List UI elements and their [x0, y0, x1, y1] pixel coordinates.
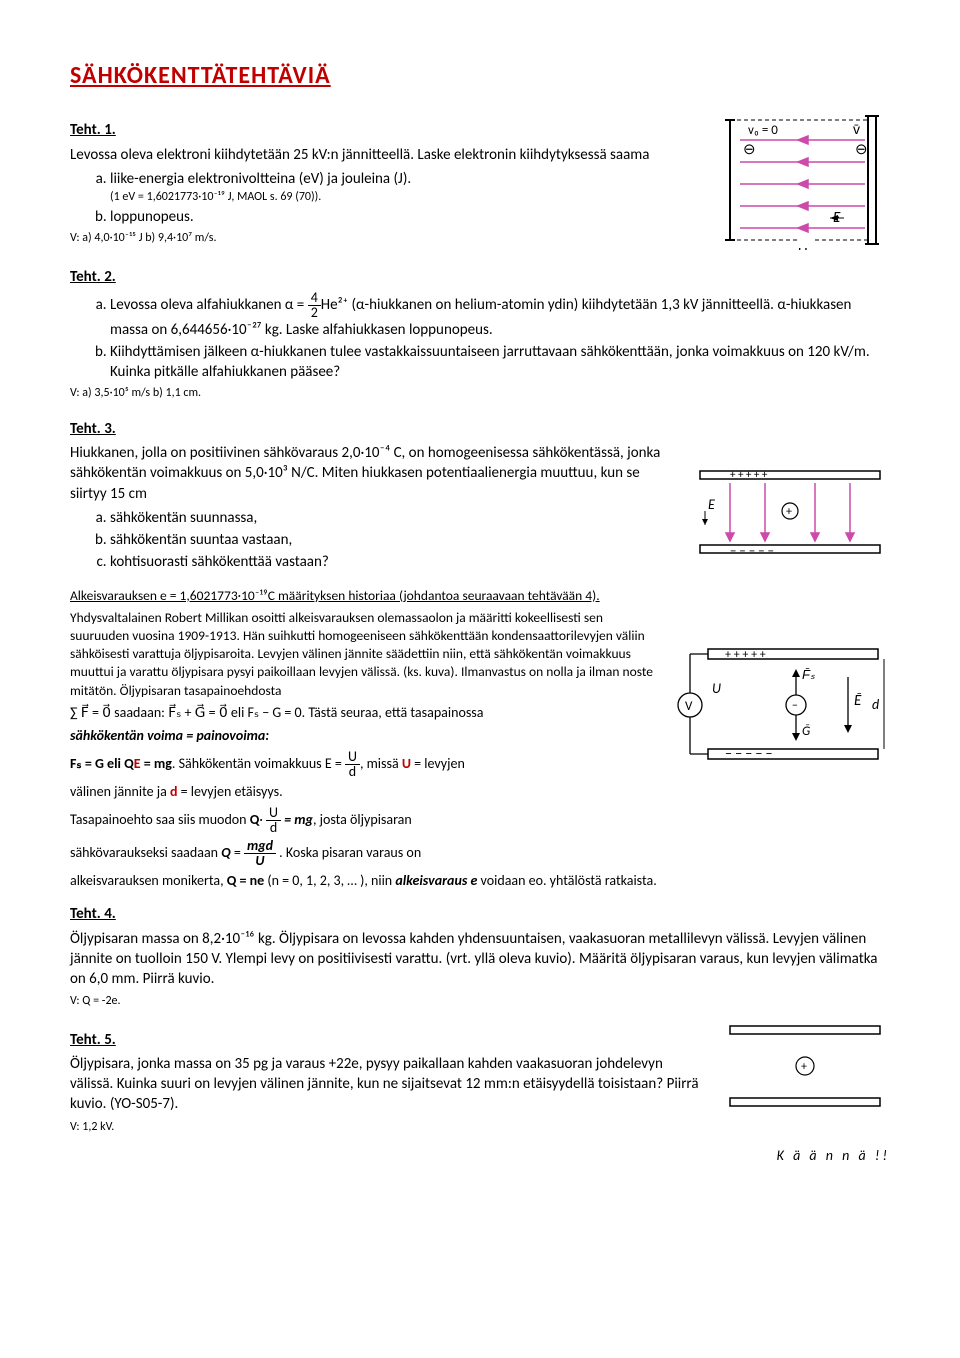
- eq1-title-text: sähkökentän voima = painovoima: [70, 727, 265, 744]
- svg-text:v̄: v̄: [853, 121, 860, 138]
- svg-text:+: +: [786, 505, 792, 519]
- frac-Ud2: Ud: [266, 806, 281, 835]
- history-eq5: sähkövaraukseksi saadaan Q = mgdU . Kosk…: [70, 839, 890, 868]
- svg-text:−: −: [792, 699, 798, 713]
- eq5c: . Koska pisaran varaus on: [276, 843, 421, 860]
- teht2-a-before: Levossa oleva alfahiukkanen α =: [110, 296, 308, 314]
- section-teht2: Teht. 2. Levossa oleva alfahiukkanen α =…: [70, 267, 890, 401]
- svg-text:⊖: ⊖: [743, 141, 756, 159]
- eq5Q: Q: [221, 843, 230, 860]
- svg-text:+ + + + +: + + + + +: [730, 468, 768, 481]
- teht1-a-text: liike-energia elektronivoltteina (eV) ja…: [110, 170, 411, 188]
- den: d: [345, 765, 360, 779]
- teht4-sol: V: Q = -2e.: [70, 993, 890, 1009]
- svg-text:d: d: [872, 696, 879, 713]
- svg-text:Ḡ: Ḡ: [802, 724, 810, 739]
- eq4c: = mg: [284, 810, 313, 827]
- teht2-heading: Teht. 2.: [70, 267, 890, 287]
- svg-text:E: E: [708, 496, 715, 513]
- eq4a: Tasapainoehto saa siis muodon: [70, 810, 250, 827]
- figure-teht1: v₀ = 0 ⊖ v̄ ⊖ E U: [710, 110, 890, 256]
- svg-text:− − − − −: − − − − −: [730, 544, 774, 559]
- svg-text:+ + + + +: + + + + +: [725, 648, 766, 662]
- eq3a: välinen jännite ja: [70, 783, 170, 800]
- section-teht4: Teht. 4. Öljypisaran massa on 8,2·10⁻¹⁶ …: [70, 904, 890, 1009]
- svg-text:⊖: ⊖: [855, 141, 868, 159]
- turn-page-label: K ä ä n n ä !!: [70, 1147, 890, 1166]
- teht2-list: Levossa oleva alfahiukkanen α = 42He²⁺ (…: [88, 291, 890, 383]
- eq2U: U: [402, 755, 411, 772]
- eq4b: ·: [259, 810, 266, 827]
- eq2e: , missä: [360, 755, 402, 772]
- section-teht1: v₀ = 0 ⊖ v̄ ⊖ E U Teht. 1. Levossa oleva…: [70, 110, 890, 256]
- frac-Ud: Ud: [345, 750, 360, 779]
- svg-text:U: U: [798, 245, 808, 250]
- history-eq3: välinen jännite ja d = levyjen etäisyys.: [70, 783, 890, 802]
- figure-teht3: + + + + + − − − − − E +: [690, 463, 890, 569]
- svg-text:v₀ = 0: v₀ = 0: [748, 123, 778, 138]
- eq6Qne: Q = ne: [227, 872, 264, 889]
- svg-text:V: V: [685, 699, 693, 714]
- section-teht5: + Teht. 5. Öljypisara, jonka massa on 35…: [70, 1020, 890, 1143]
- page-title: SÄHKÖKENTTÄTEHTÄVIÄ: [70, 60, 890, 92]
- eq6a: alkeisvarauksen monikerta,: [70, 872, 227, 889]
- teht2-frac: 42: [308, 291, 321, 320]
- den: 2: [308, 306, 321, 320]
- eq4d: , josta öljypisaran: [313, 810, 412, 827]
- teht4-body: Öljypisaran massa on 8,2·10⁻¹⁶ kg. Öljyp…: [70, 929, 890, 990]
- svg-text:F̄ₛ: F̄ₛ: [802, 668, 815, 683]
- eq2b: E: [134, 755, 141, 772]
- history-eq6: alkeisvarauksen monikerta, Q = ne (n = 0…: [70, 872, 890, 891]
- teht2-a: Levossa oleva alfahiukkanen α = 42He²⁺ (…: [110, 291, 890, 340]
- eq2a: Fₛ = G eli Q: [70, 755, 134, 772]
- eq5b: =: [231, 843, 244, 860]
- teht2-sol: V: a) 3,5·10⁵ m/s b) 1,1 cm.: [70, 385, 890, 401]
- eq2c: = mg: [144, 755, 172, 772]
- eq2f: = levyjen: [411, 755, 465, 772]
- eq5a: sähkövaraukseksi saadaan: [70, 843, 221, 860]
- teht2-b: Kiihdyttämisen jälkeen α-hiukkanen tulee…: [110, 342, 890, 383]
- svg-text:Ē: Ē: [854, 692, 862, 710]
- history-heading: Alkeisvarauksen e = 1,6021773·10⁻¹⁹C mää…: [70, 587, 890, 605]
- eq4Q: Q: [250, 810, 260, 827]
- history-eq4: Tasapainoehto saa siis muodon Q· Ud = mg…: [70, 806, 890, 835]
- eq2d: . Sähkökentän voimakkuus E =: [172, 755, 345, 772]
- figure-teht5: +: [720, 1020, 890, 1126]
- teht4-heading: Teht. 4.: [70, 904, 890, 924]
- figure-millikan: + + + + + − − − − − V U d −: [670, 635, 890, 781]
- eq3b: = levyjen etäisyys.: [177, 783, 282, 800]
- section-teht3: Teht. 3. + + + + + − − − − − E + H: [70, 409, 890, 575]
- den: U: [255, 852, 264, 869]
- svg-text:− − − − −: − − − − −: [725, 745, 773, 762]
- teht3-heading: Teht. 3.: [70, 419, 890, 439]
- frac-mgdU: mgdU: [244, 839, 276, 868]
- section-history: Alkeisvarauksen e = 1,6021773·10⁻¹⁹C mää…: [70, 583, 890, 895]
- svg-text:+: +: [801, 1060, 807, 1074]
- den: d: [266, 821, 281, 835]
- eq6alk: alkeisvaraus e: [395, 872, 477, 889]
- svg-text:U: U: [712, 680, 721, 697]
- eq6c: voidaan eo. yhtälöstä ratkaista.: [477, 872, 656, 889]
- eq6b: (n = 0, 1, 2, 3, … ), niin: [264, 872, 395, 889]
